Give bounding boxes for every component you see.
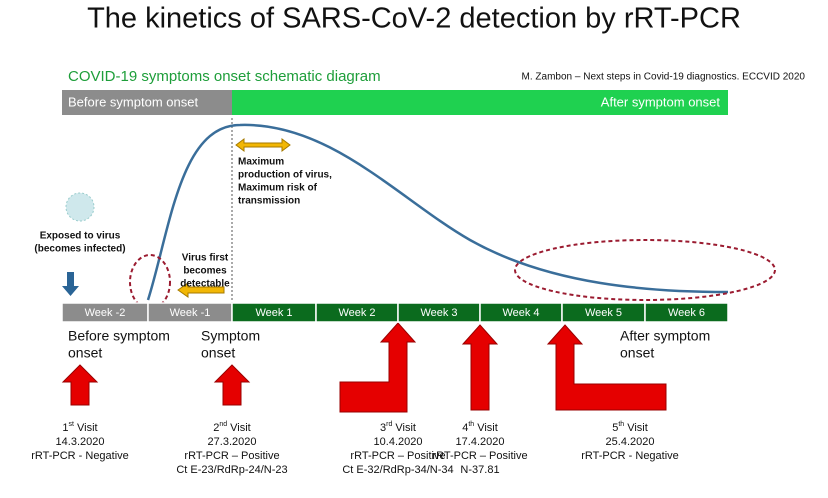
peak-annotation: Maximum risk of (238, 183, 318, 194)
visit-detail: Ct E-32/RdRp-34/N-34 (342, 464, 453, 476)
visit-arrow (339, 322, 417, 413)
before-bar-label: Before symptom onset (68, 94, 198, 109)
detectable-annotation: Virus first (182, 253, 229, 264)
visit-word: Visit (77, 422, 98, 434)
visit-word: Visit (395, 422, 416, 434)
visit-detail: rRT-PCR – Positive (184, 450, 279, 462)
week-label: Week 1 (255, 307, 292, 319)
peak-arrow (235, 138, 291, 152)
visit-arrow (213, 364, 251, 406)
visit-detail: 10.4.2020 (374, 436, 423, 448)
peak-annotation: transmission (238, 196, 300, 207)
visit-detail: Ct E-23/RdRp-24/N-23 (176, 464, 287, 476)
exposed-annotation: (becomes infected) (34, 244, 125, 255)
before-bar (62, 90, 232, 115)
viral-curve (146, 123, 729, 301)
visit-heading: 1st Visit (62, 421, 97, 434)
visit-detail: 14.3.2020 (56, 436, 105, 448)
visit-word: Visit (627, 422, 648, 434)
peak-annotation: production of virus, (238, 170, 332, 181)
visit-ordinal: 2 (213, 422, 219, 434)
visit-arrow (61, 364, 99, 406)
detect-arrow (177, 282, 225, 298)
visit-detail: 27.3.2020 (208, 436, 257, 448)
virus-icon (65, 192, 95, 222)
visit-arrow (546, 324, 667, 411)
week-label: Week 3 (420, 307, 457, 319)
visit-heading: 5th Visit (612, 421, 648, 434)
visit-heading: 4th Visit (462, 421, 498, 434)
visit-suffix: nd (219, 421, 227, 428)
visit-suffix: th (618, 421, 624, 428)
exposed-arrow (62, 272, 79, 296)
visit-heading: 3rd Visit (380, 421, 416, 434)
visit-ordinal: 4 (462, 422, 468, 434)
detectable-annotation: detectable (180, 279, 230, 290)
phase-label: onset (68, 345, 102, 361)
visit-suffix: st (69, 421, 75, 428)
visit-detail: rRT-PCR – Positive (432, 450, 527, 462)
visit-detail: 25.4.2020 (606, 436, 655, 448)
visit-heading: 2nd Visit (213, 421, 251, 434)
after-bar-label: After symptom onset (601, 94, 721, 109)
visit-detail: rRT-PCR – Positive (350, 450, 445, 462)
phase-label: Before symptom (68, 328, 170, 344)
visit-suffix: th (468, 421, 474, 428)
visit-ordinal: 1 (62, 422, 68, 434)
negative-ellipse (514, 239, 776, 301)
week-label: Week 4 (502, 307, 539, 319)
week-label: Week 6 (668, 307, 705, 319)
visit-arrow (461, 324, 499, 411)
phase-label: After symptom (620, 328, 710, 344)
visit-word: Visit (477, 422, 498, 434)
week-label: Week -2 (85, 307, 126, 319)
detectable-annotation: becomes (183, 266, 227, 277)
week-cell (644, 302, 729, 323)
peak-annotation: Maximum (238, 157, 284, 168)
visit-word: Visit (230, 422, 251, 434)
visit-ordinal: 5 (612, 422, 618, 434)
visit-detail: rRT-PCR - Negative (31, 450, 129, 462)
visit-detail: N-37.81 (460, 464, 499, 476)
visit-detail: 17.4.2020 (456, 436, 505, 448)
citation: M. Zambon – Next steps in Covid-19 diagn… (522, 72, 806, 83)
exposed-annotation: Exposed to virus (40, 231, 121, 242)
phase-label: Symptom (201, 328, 260, 344)
week-label: Week 5 (585, 307, 622, 319)
phase-label: onset (620, 345, 654, 361)
dynamic-layer: Maximum production of virus, Maximum risk … (31, 157, 729, 476)
title: The kinetics of SARS-CoV-2 detection by … (87, 3, 741, 35)
subtitle: COVID-19 symptoms onset schematic diagra… (68, 68, 381, 85)
phase-label: onset (201, 345, 235, 361)
after-bar (232, 90, 728, 115)
week-label: Week -1 (170, 307, 211, 319)
visit-ordinal: 3 (380, 422, 386, 434)
visit-detail: rRT-PCR - Negative (581, 450, 679, 462)
visit-suffix: rd (386, 421, 392, 428)
week-label: Week 2 (338, 307, 375, 319)
